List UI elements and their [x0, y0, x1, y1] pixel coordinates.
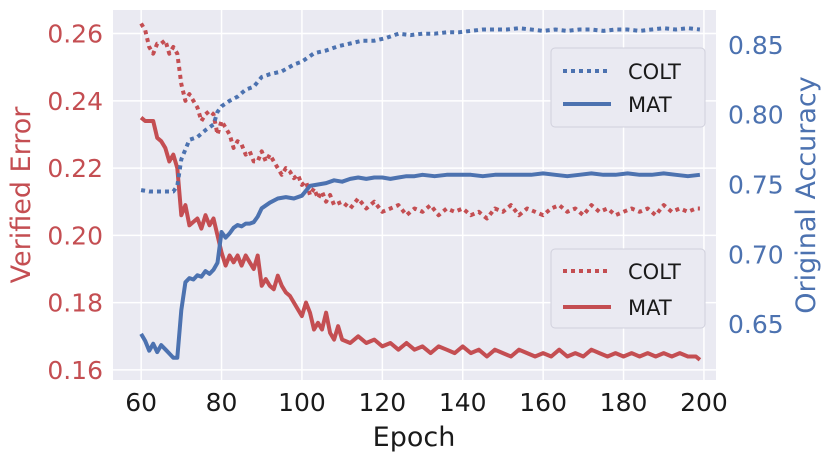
left-y-tick-label-0.16: 0.16	[47, 356, 103, 385]
right-y-tick-label-0.65: 0.65	[728, 310, 784, 339]
right-y-tick-label-0.70: 0.70	[728, 240, 784, 269]
legend-colt-error-label: COLT	[628, 260, 681, 284]
legend-mat-error-label: MAT	[628, 296, 672, 320]
left-y-tick-label-0.18: 0.18	[47, 289, 103, 318]
left-y-tick-label-0.20: 0.20	[47, 221, 103, 250]
series-layer	[139, 22, 702, 362]
x-tick-label-80: 80	[206, 388, 238, 417]
series-mat-verified-error	[139, 116, 702, 362]
right-y-tick-label-0.75: 0.75	[728, 171, 784, 200]
x-tick-label-160: 160	[519, 388, 567, 417]
x-tick-label-200: 200	[680, 388, 728, 417]
x-tick-label-100: 100	[278, 388, 326, 417]
x-axis-title: Epoch	[373, 422, 456, 453]
legend-accuracy-box	[550, 47, 706, 128]
legend-colt-accuracy-label: COLT	[628, 60, 681, 84]
left-y-tick-labels: 0.16 0.18 0.20 0.22 0.24 0.26	[47, 20, 103, 385]
left-y-tick-label-0.22: 0.22	[47, 154, 103, 183]
x-tick-labels: 60 80 100 120 140 160 180 200	[125, 388, 728, 417]
right-y-tick-label-0.80: 0.80	[728, 101, 784, 130]
legend-mat-accuracy-label: MAT	[628, 93, 672, 117]
x-tick-label-140: 140	[439, 388, 487, 417]
x-tick-label-60: 60	[125, 388, 157, 417]
series-colt-original-accuracy	[140, 26, 701, 194]
right-y-axis-title: Original Accuracy	[791, 76, 822, 314]
left-y-tick-label-0.24: 0.24	[47, 87, 103, 116]
right-y-tick-labels: 0.65 0.70 0.75 0.80 0.85	[728, 31, 784, 339]
left-y-axis-title: Verified Error	[6, 106, 37, 284]
left-y-tick-label-0.26: 0.26	[47, 20, 103, 49]
x-tick-label-180: 180	[600, 388, 648, 417]
right-y-tick-label-0.85: 0.85	[728, 31, 784, 60]
series-colt-verified-error	[139, 22, 700, 221]
x-tick-label-120: 120	[358, 388, 406, 417]
legend-error: COLT MAT	[550, 248, 706, 329]
series-mat-original-accuracy	[139, 171, 701, 360]
legend-accuracy: COLT MAT	[550, 47, 706, 128]
